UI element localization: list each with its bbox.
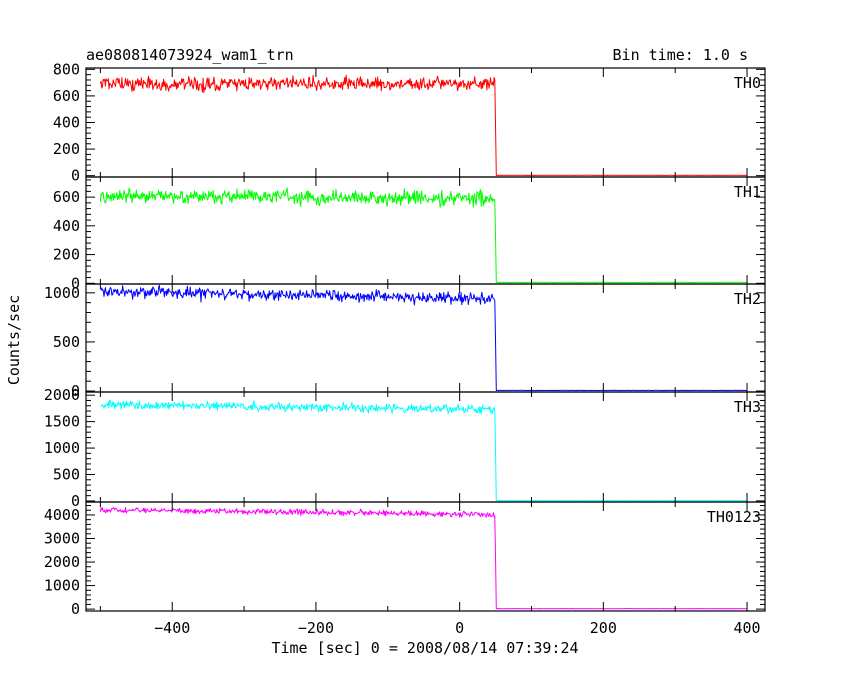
x-tick-label: 200	[590, 619, 617, 637]
th3-y-tick-label: 1500	[44, 413, 80, 431]
th0-y-tick-label: 400	[53, 114, 80, 132]
x-tick-label: −200	[298, 619, 334, 637]
th0-y-tick-label: 600	[53, 87, 80, 105]
th1-band-label: TH1	[734, 183, 761, 201]
x-tick-label: −400	[154, 619, 190, 637]
th2-y-tick-label: 0	[71, 382, 80, 400]
th0123-band-label: TH0123	[707, 508, 761, 526]
th0123-y-tick-label: 1000	[44, 577, 80, 595]
th1-series-line	[99, 187, 748, 284]
x-tick-label: 0	[455, 619, 464, 637]
th1-y-tick-label: 200	[53, 246, 80, 264]
th0-y-tick-label: 200	[53, 140, 80, 158]
th0-series-line	[99, 74, 747, 176]
y-axis-title: Counts/sec	[5, 295, 23, 385]
th0123-y-tick-label: 2000	[44, 553, 80, 571]
th3-y-tick-label: 1000	[44, 439, 80, 457]
th0123-series-line	[99, 506, 748, 610]
th1-y-tick-label: 0	[71, 274, 80, 292]
th2-y-tick-label: 500	[53, 333, 80, 351]
panels: 0 200 400 600 800 TH0 0 200 400 600 TH1 0 500 1000 TH2…	[44, 60, 766, 637]
th0123-y-tick-label: 0	[71, 600, 80, 618]
th0123-panel-frame	[85, 501, 766, 612]
th3-y-tick-label: 0	[71, 492, 80, 510]
th0-y-tick-label: 800	[53, 60, 80, 78]
th2-band-label: TH2	[734, 290, 761, 308]
th0123-y-tick-label: 3000	[44, 529, 80, 547]
th3-band-label: TH3	[734, 398, 761, 416]
th0123-y-tick-label: 4000	[44, 506, 80, 524]
th2-y-tick-label: 1000	[44, 284, 80, 302]
th3-y-tick-label: 2000	[44, 386, 80, 404]
th0-band-label: TH0	[734, 74, 761, 92]
th1-y-tick-label: 400	[53, 217, 80, 235]
th0-panel-frame	[85, 67, 766, 178]
x-tick-label: 400	[733, 619, 760, 637]
bin-time-label: Bin time: 1.0 s	[613, 46, 748, 64]
th0-y-tick-label: 0	[71, 167, 80, 185]
th3-y-tick-label: 500	[53, 466, 80, 484]
chart-title: ae080814073924_wam1_trn	[86, 46, 294, 64]
th2-series-line	[100, 284, 748, 391]
th1-y-tick-label: 600	[53, 188, 80, 206]
th3-series-line	[100, 399, 748, 502]
x-axis-title: Time [sec] 0 = 2008/08/14 07:39:24	[271, 639, 578, 657]
th1-panel-frame	[85, 176, 766, 285]
